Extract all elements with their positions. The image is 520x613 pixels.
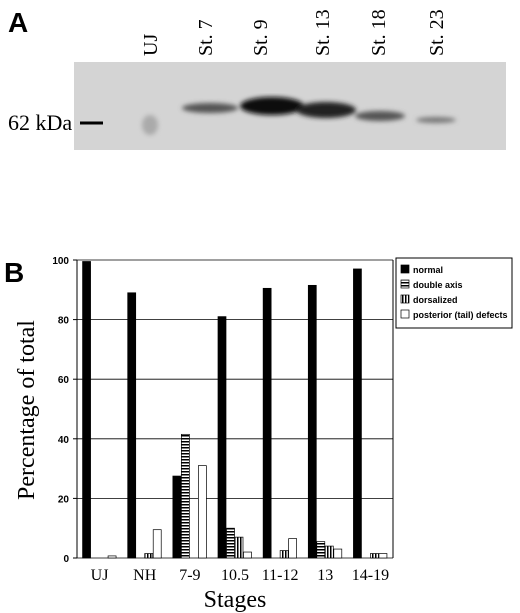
bands	[142, 97, 456, 135]
x-tick-label: 13	[317, 567, 333, 584]
bar	[234, 536, 244, 559]
bar	[316, 541, 326, 559]
lane-label: St. 18	[368, 9, 390, 56]
marker-label: 62 kDa	[8, 110, 72, 135]
bar	[144, 553, 154, 559]
bar	[243, 551, 252, 559]
legend-box	[395, 257, 513, 329]
y-tick-label: 100	[52, 256, 69, 267]
y-tick-label: 40	[58, 435, 70, 446]
x-tick-label: 10.5	[221, 567, 249, 584]
bar	[353, 268, 362, 559]
y-tick-label: 0	[63, 554, 69, 565]
lane-label: St. 23	[426, 9, 448, 56]
x-tick-label: UJ	[91, 567, 109, 584]
bar	[307, 284, 317, 559]
bar	[333, 548, 343, 559]
legend-swatch	[400, 294, 410, 304]
bar	[198, 465, 207, 559]
bar	[127, 292, 137, 559]
lane-label: St. 13	[312, 9, 334, 56]
y-tick-label: 60	[58, 375, 70, 386]
x-tick-label: NH	[133, 567, 157, 584]
bar	[288, 538, 297, 559]
bar	[279, 550, 289, 559]
bar	[262, 287, 272, 559]
legend-swatch	[400, 279, 410, 289]
lane-label: St. 7	[195, 19, 217, 56]
bar	[378, 553, 388, 559]
panel-label: B	[4, 257, 24, 288]
x-axis-label: Stages	[204, 587, 267, 613]
bar	[152, 529, 162, 559]
bar	[181, 433, 190, 559]
panel-label: A	[8, 7, 28, 38]
legend-label: posterior (tail) defects	[413, 310, 508, 320]
bar	[324, 545, 334, 559]
x-tick-label: 11-12	[262, 567, 299, 584]
legend-label: normal	[413, 265, 443, 275]
bar	[370, 553, 379, 559]
y-axis-label: Percentage of total	[14, 320, 40, 500]
y-tick-label: 80	[58, 316, 70, 327]
bar	[217, 316, 227, 559]
bar	[107, 555, 117, 559]
bar	[226, 527, 235, 559]
bar	[82, 261, 91, 559]
x-tick-label: 14-19	[352, 567, 389, 584]
legend-label: double axis	[413, 280, 463, 290]
bar	[172, 475, 182, 559]
legend-swatch	[400, 309, 410, 319]
y-tick-label: 20	[58, 494, 70, 505]
lane-label: St. 9	[250, 19, 272, 56]
legend-label: dorsalized	[413, 295, 458, 305]
x-tick-label: 7-9	[179, 567, 200, 584]
legend-swatch	[400, 264, 410, 274]
lane-label: UJ	[140, 34, 162, 56]
